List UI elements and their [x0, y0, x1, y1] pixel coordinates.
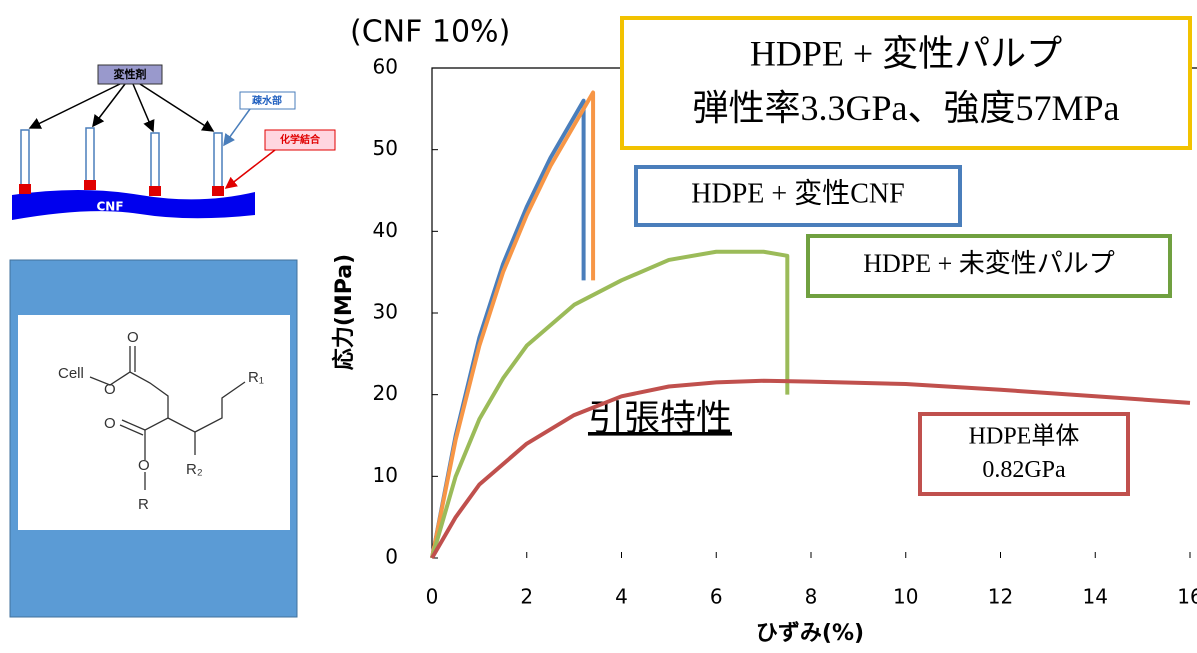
legend-note: 0.82GPa	[982, 457, 1066, 483]
atom: Cell	[58, 365, 84, 382]
y-axis-label: 応力(MPa)	[331, 254, 357, 370]
y-tick-label: 50	[373, 136, 398, 160]
atom: O	[104, 415, 116, 432]
legend-box	[918, 412, 1130, 496]
legend-label: HDPE + 変性パルプ	[750, 33, 1062, 73]
hydrophobic-label: 疎水部	[252, 94, 282, 107]
series-line	[430, 98, 586, 559]
atom: R₁	[248, 369, 264, 386]
y-tick-label: 0	[385, 545, 398, 569]
x-tick-label: 10	[893, 585, 918, 609]
x-tick-label: 2	[520, 585, 533, 609]
x-axis-label: ひずみ(%)	[756, 621, 864, 646]
bonds	[89, 346, 246, 490]
x-tick-label: 16	[1177, 585, 1197, 609]
cap	[212, 186, 224, 196]
legend-note: 弾性率3.3GPa、強度57MPa	[692, 88, 1119, 128]
legend-label: HDPE単体	[969, 423, 1080, 450]
cnf-label: CNF	[96, 200, 123, 214]
arrow	[223, 108, 251, 147]
y-tick-label: 30	[373, 300, 398, 324]
atoms: Cell O O O O R₁ R₂ R	[58, 329, 264, 513]
center-label: 引張特性	[588, 398, 732, 439]
post	[150, 132, 160, 189]
x-tick-label: 14	[1083, 585, 1108, 609]
x-tick-label: 12	[988, 585, 1013, 609]
cap	[84, 180, 96, 190]
arrow	[28, 83, 121, 129]
posts	[20, 127, 223, 189]
post	[20, 129, 30, 189]
chart: 0 10 20 30 40 50 60 0 2 4 6 8 10 12 14 16 (CNF 10%) ひずみ(%…	[331, 15, 1197, 646]
atom: R	[138, 496, 149, 513]
post	[85, 127, 95, 184]
molecule-panel: Cell O O O O R₁ R₂ R	[9, 259, 298, 618]
legend-label: HDPE + 未変性パルプ	[863, 249, 1115, 278]
y-tick-label: 60	[373, 55, 398, 79]
arrow	[139, 83, 215, 132]
cap	[149, 186, 161, 196]
series-line	[430, 90, 596, 559]
y-tick-label: 20	[373, 381, 398, 405]
x-tick-label: 4	[615, 585, 628, 609]
hydrophobic-box	[239, 91, 296, 110]
y-tick-label: 40	[373, 218, 398, 242]
bond-caps	[19, 180, 224, 196]
legend-box	[806, 234, 1172, 298]
cnf-band	[12, 190, 255, 220]
arrows	[28, 83, 215, 133]
bond-label: 化学結合	[280, 133, 321, 146]
legend-box	[634, 165, 962, 227]
x-tick-label: 0	[426, 585, 439, 609]
atom: O	[104, 381, 116, 398]
arrow	[92, 83, 126, 128]
atom: R₂	[186, 461, 203, 478]
x-tick-label: 6	[710, 585, 723, 609]
agent-box	[97, 64, 163, 85]
x-tick-label: 8	[805, 585, 818, 609]
arrow	[132, 83, 155, 133]
series-line	[430, 378, 1191, 560]
post	[213, 132, 223, 189]
atom: O	[138, 457, 150, 474]
series-line	[430, 249, 790, 559]
chart-title: (CNF 10%)	[350, 15, 510, 50]
legend-label: HDPE + 変性CNF	[691, 177, 904, 209]
atom: O	[127, 329, 139, 346]
y-tick-label: 10	[373, 463, 398, 487]
bond-box	[264, 129, 336, 151]
cap	[19, 184, 31, 194]
agent-label: 変性剤	[114, 67, 147, 81]
modification-diagram: CNF 変性剤 疎水部 化学結合	[12, 64, 336, 220]
legend-box	[620, 16, 1192, 150]
arrow	[224, 149, 276, 189]
panel-inner	[18, 315, 290, 530]
